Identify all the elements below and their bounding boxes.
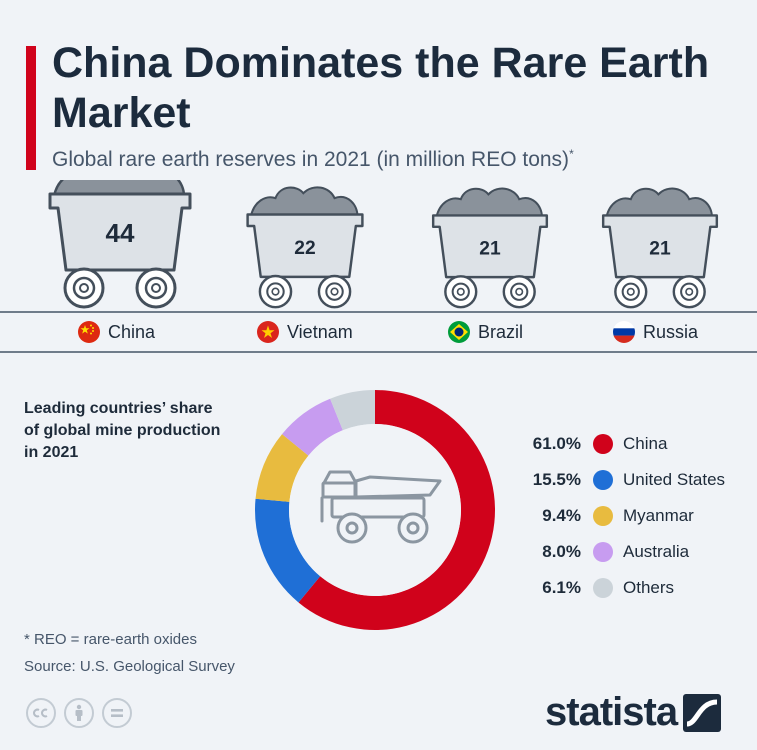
legend-label: Australia	[623, 542, 690, 561]
legend-item: 15.5% United States	[505, 462, 725, 498]
cart-wheel	[317, 274, 352, 309]
cart-wheel	[614, 275, 648, 309]
attribution-icon[interactable]	[64, 698, 94, 728]
legend-percent: 61.0%	[532, 434, 581, 453]
cart-wheel	[672, 275, 706, 309]
cart-body	[431, 214, 549, 279]
donut-slice	[330, 390, 375, 431]
legend-percent: 6.1%	[542, 578, 581, 597]
ore-pile	[435, 187, 543, 219]
russia-flag-icon	[613, 321, 635, 343]
brand-name: statista	[545, 690, 678, 734]
footnote: * REO = rare-earth oxides Source: U.S. G…	[24, 626, 235, 680]
country-name: Brazil	[478, 321, 524, 342]
donut-slice	[255, 434, 309, 502]
footnote-source: Source: U.S. Geological Survey	[24, 658, 235, 675]
china-flag-icon	[78, 321, 100, 343]
rail-track-top	[0, 311, 757, 313]
donut-hole	[289, 424, 461, 596]
cart-body	[246, 213, 364, 279]
footnote-definition: * REO = rare-earth oxides	[24, 631, 197, 648]
country-label-china: China	[78, 318, 155, 346]
mining-truck-icon	[320, 470, 442, 544]
cart-wheel	[63, 267, 105, 309]
subtitle-footnote-mark: *	[569, 147, 574, 161]
country-label-brazil: Brazil	[448, 318, 523, 346]
legend-percent: 9.4%	[542, 506, 581, 525]
country-label-vietnam: Vietnam	[257, 318, 353, 346]
no-derivatives-icon[interactable]	[102, 698, 132, 728]
brazil-flag-icon	[448, 321, 470, 343]
legend-swatch	[593, 434, 613, 454]
cart-wheel	[444, 275, 478, 309]
donut-legend: 61.0% China 15.5% United States 9.4% Mya…	[505, 426, 725, 606]
legend-label: China	[623, 434, 668, 453]
cart-wheel	[135, 267, 177, 309]
title-accent-bar	[26, 46, 36, 170]
legend-item: 9.4% Myanmar	[505, 498, 725, 534]
legend-label: United States	[623, 470, 726, 489]
ore-cart: 21	[431, 187, 549, 309]
country-label-russia: Russia	[613, 318, 698, 346]
cc-icon[interactable]	[26, 698, 56, 728]
legend-label: Myanmar	[623, 506, 694, 525]
cart-value-label: 21	[649, 238, 671, 259]
donut-slice	[298, 390, 495, 630]
share-section-label: Leading countries’ share of global mine …	[24, 400, 221, 461]
ore-pile	[52, 180, 186, 198]
legend-item: 61.0% China	[505, 426, 725, 462]
cart-body	[601, 214, 719, 279]
legend-item: 6.1% Others	[505, 570, 725, 606]
legend-swatch	[593, 470, 613, 490]
cart-wheel	[502, 275, 536, 309]
ore-pile	[249, 186, 359, 218]
legend-swatch	[593, 506, 613, 526]
cart-wheel	[258, 274, 293, 309]
ore-cart: 44	[48, 180, 192, 309]
cart-value-label: 44	[106, 218, 135, 248]
reserves-cart-chart: 44 22 21 21	[48, 180, 719, 309]
page-subtitle: Global rare earth reserves in 2021 (in m…	[52, 147, 574, 172]
country-name: Vietnam	[287, 321, 353, 342]
statista-brand[interactable]: statista	[545, 690, 722, 735]
production-share-donut	[255, 390, 495, 630]
country-name: Russia	[643, 321, 699, 342]
page-title: China Dominates the Rare Earth Market	[52, 39, 710, 137]
legend-swatch	[593, 578, 613, 598]
legend-swatch	[593, 542, 613, 562]
ore-cart: 22	[246, 186, 364, 309]
subtitle-text: Global rare earth reserves in 2021 (in m…	[52, 148, 570, 171]
ore-pile	[605, 187, 713, 219]
vietnam-flag-icon	[257, 321, 279, 343]
country-name: China	[108, 321, 156, 342]
cart-value-label: 22	[294, 238, 315, 259]
legend-percent: 15.5%	[532, 470, 581, 489]
donut-slice	[282, 398, 343, 456]
legend-label: Others	[623, 578, 675, 597]
cart-body	[48, 192, 192, 272]
statista-logo-icon	[683, 693, 722, 732]
cart-value-label: 21	[479, 238, 501, 259]
donut-slice	[255, 498, 321, 603]
license-icons	[26, 698, 132, 728]
legend-percent: 8.0%	[542, 542, 581, 561]
ore-cart: 21	[601, 187, 719, 309]
legend-item: 8.0% Australia	[505, 534, 725, 570]
rail-track-bottom	[0, 351, 757, 353]
